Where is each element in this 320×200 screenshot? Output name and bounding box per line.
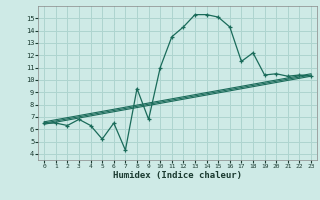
- X-axis label: Humidex (Indice chaleur): Humidex (Indice chaleur): [113, 171, 242, 180]
